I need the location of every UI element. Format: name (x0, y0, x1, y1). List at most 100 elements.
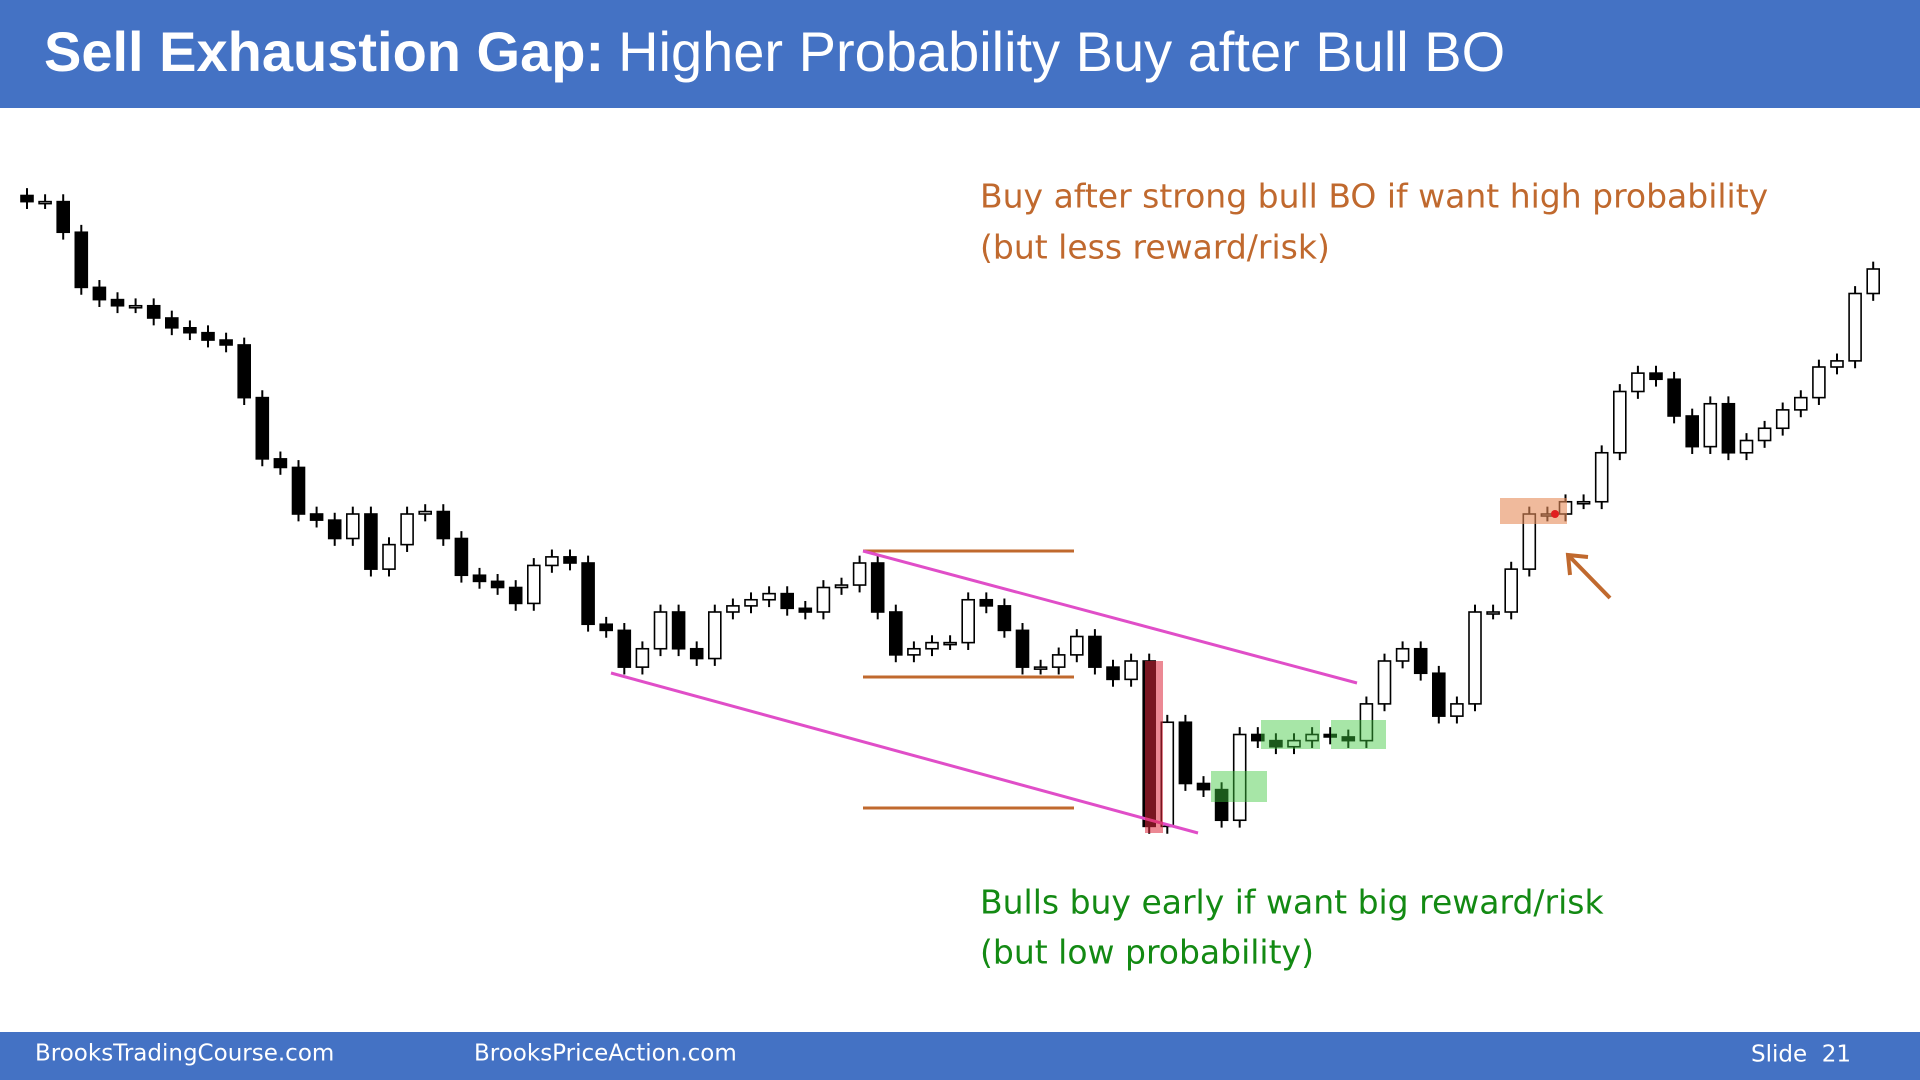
bull-candle-body (744, 598, 758, 607)
bear-candle-body (1106, 666, 1120, 681)
bull-candle-body (943, 641, 957, 646)
buy-highlight (1331, 720, 1386, 749)
footer-text: BrooksTradingCourse.com (35, 1041, 334, 1067)
bull-candle-body (635, 647, 650, 668)
bear-candle-body (780, 592, 795, 610)
bull-candle-body (907, 647, 921, 656)
slide-title: Sell Exhaustion Gap: Higher Probability B… (44, 20, 1505, 83)
overlays (610, 498, 1612, 835)
bear-candle-body (508, 586, 523, 605)
bear-candle-body (364, 513, 378, 570)
bear-candle-body (20, 194, 34, 203)
bull-candle-body (1830, 360, 1844, 368)
bull-candle-body (1775, 409, 1790, 430)
bear-candle-body (1649, 372, 1663, 381)
header-bar (0, 0, 1920, 108)
bull-candle-body (1033, 666, 1048, 670)
bull-candle-body (852, 562, 867, 586)
bear-candle-body (183, 326, 197, 334)
bear-candle-body (979, 598, 994, 607)
bear-candle-body (255, 396, 270, 460)
bull-candle-body (961, 598, 976, 644)
bull-candle-body (707, 611, 722, 660)
bear-candle-body (146, 304, 161, 319)
bear-candle-body (1269, 739, 1283, 748)
bull-candle-body (1468, 611, 1482, 705)
bull-candle-body (1287, 739, 1301, 748)
bull-candle-body (1703, 402, 1718, 448)
bull-candle-body (1739, 439, 1754, 454)
bear-candle-body (56, 200, 71, 234)
annotation: Buy after strong bull BO if want high pr… (980, 177, 1768, 216)
bear-candle-body (1685, 415, 1699, 448)
bull-candle-body (1377, 660, 1392, 705)
arrow-head (1565, 552, 1589, 576)
bear-candle-body (291, 466, 306, 515)
bear-candle-body (1341, 736, 1356, 742)
title-lead: Sell Exhaustion Gap: (44, 20, 604, 83)
footer-text: BrooksPriceAction.com (474, 1041, 737, 1067)
bear-candle-body (92, 286, 107, 301)
bull-candle-body (1812, 366, 1826, 399)
bull-candle-body (1594, 451, 1609, 503)
bull-candle-body (418, 510, 433, 515)
bear-candle-body (1432, 672, 1446, 717)
annotation: (but less reward/risk) (980, 228, 1330, 267)
bear-candle-body (563, 556, 577, 564)
bull-candle-body (1866, 268, 1880, 295)
bear-candle-body (165, 317, 179, 329)
bull-candle-body (545, 556, 559, 567)
bull-candle-body (382, 543, 396, 570)
bear-candle-body (237, 344, 251, 399)
bear-candle-body (273, 458, 288, 469)
bear-candle-body (327, 519, 342, 540)
bear-candle-body (671, 611, 686, 650)
bull-candle-body (816, 586, 831, 613)
bear-candle-body (309, 513, 324, 521)
annotation: (but low probability) (980, 933, 1314, 972)
bull-candle-body (1794, 396, 1808, 411)
arrow-shaft (1568, 555, 1612, 600)
bear-candle-body (1214, 788, 1229, 822)
bear-candle-body (1196, 782, 1211, 791)
bull-candle-body (1486, 611, 1500, 615)
bull-candle-body (762, 592, 776, 601)
bull-candle-body (1631, 372, 1645, 393)
bear-candle-body (581, 562, 595, 626)
bull-candle-body (1504, 568, 1518, 613)
bear-candle-body (436, 510, 451, 540)
bear-candle-body (617, 629, 632, 668)
bull-candle-body (1051, 654, 1066, 668)
bull-candle-body (1160, 721, 1175, 828)
bear-candle-body (1413, 647, 1428, 675)
bull-candle-body (1395, 647, 1410, 662)
bear-candle-body (1178, 721, 1193, 785)
bear-candle-body (454, 537, 469, 577)
slide-number: Slide 21 (1751, 1042, 1851, 1068)
bull-candle-body (925, 641, 939, 650)
channel-line (610, 671, 1199, 835)
bear-candle-body (1323, 733, 1337, 738)
bull-candle-body (345, 513, 360, 540)
bear-candle-body (490, 580, 505, 589)
bear-candle-body (110, 298, 125, 307)
bear-candle-body (798, 607, 813, 613)
title-rest: Higher Probability Buy after Bull BO (618, 20, 1505, 83)
bull-candle-body (128, 304, 143, 309)
bull-candle-body (726, 605, 740, 613)
bull-candle-body (1757, 427, 1772, 442)
bear-candle-body (472, 574, 487, 583)
bear-candle-body (599, 623, 614, 632)
bull-candle-body (38, 200, 52, 205)
bull-candle-body (834, 584, 849, 589)
footer-bar (0, 1032, 1920, 1080)
gap-highlight (1145, 661, 1163, 833)
bull-candle-body (1576, 500, 1591, 505)
bear-candle-body (1251, 733, 1265, 742)
buy-highlight (1261, 720, 1320, 749)
bull-candle-body (1848, 292, 1862, 362)
bull-candle-body (526, 564, 541, 605)
buy-highlight (1211, 771, 1267, 802)
